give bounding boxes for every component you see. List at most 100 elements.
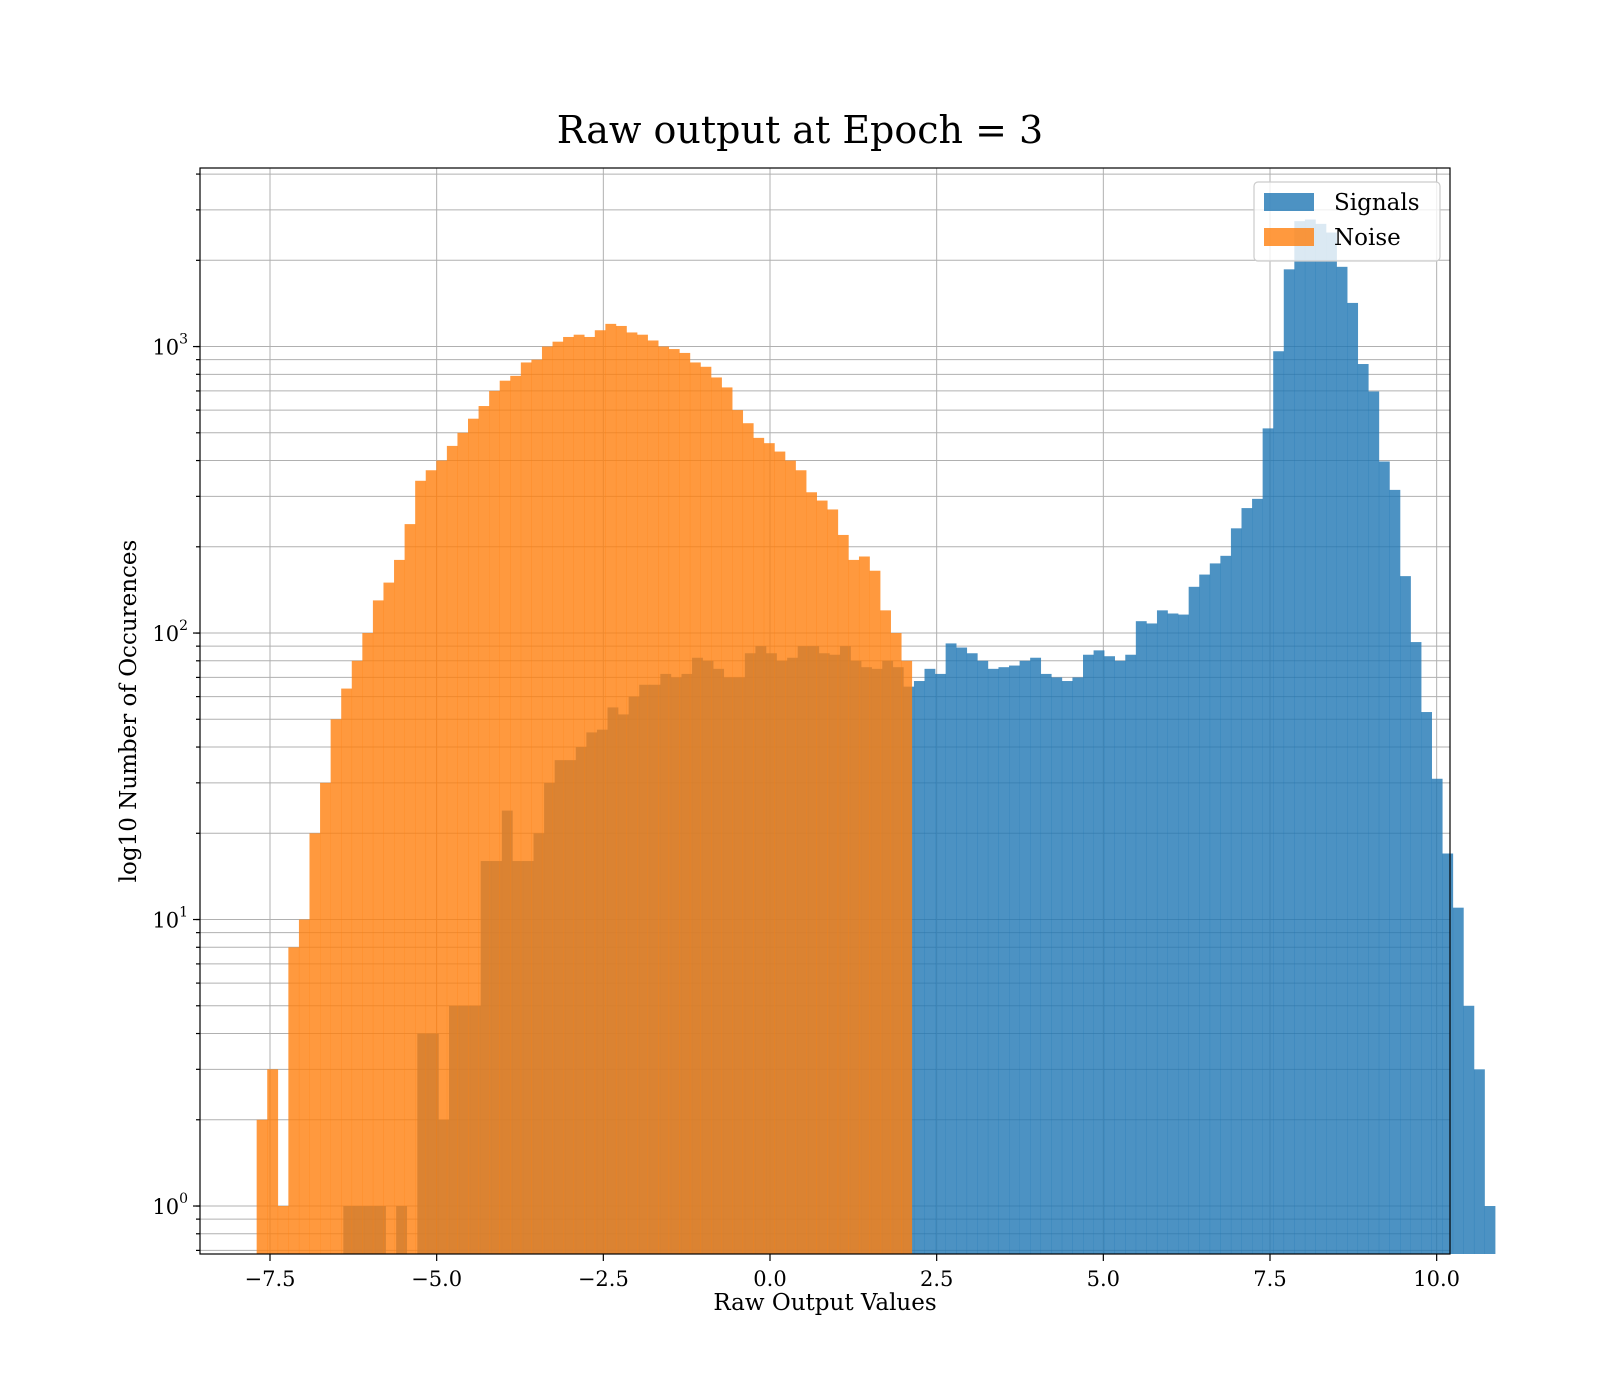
histogram-bar-signals [1072, 677, 1084, 1254]
chart-title: Raw output at Epoch = 3 [557, 108, 1043, 152]
histogram-bar-noise [309, 833, 321, 1254]
histogram-bar-signals [1040, 673, 1052, 1254]
histogram-bar-noise [658, 346, 670, 1254]
histogram-bar-noise [415, 480, 427, 1254]
y-tick-label: 100 [152, 1191, 188, 1219]
x-tick-label: 5.0 [1087, 1267, 1120, 1291]
histogram-bar-signals [987, 668, 999, 1254]
histogram-bar-noise [372, 600, 384, 1254]
histogram-bar-signals [1294, 221, 1306, 1255]
histogram-bar-signals [1230, 528, 1242, 1254]
histogram-bar-noise [394, 559, 405, 1254]
histogram-bar-noise [298, 919, 310, 1254]
histogram-bar-noise [362, 633, 374, 1254]
histogram-bar-noise [531, 359, 543, 1255]
histogram-bar-signals [945, 643, 957, 1254]
histogram-bar-noise [552, 341, 564, 1254]
histogram-bar-noise [700, 366, 712, 1254]
histogram-bar-noise [806, 492, 817, 1254]
histogram-bar-noise [880, 610, 891, 1254]
histogram-bar-signals [1452, 907, 1464, 1254]
histogram-bar-signals [1315, 223, 1327, 1255]
histogram-bar-noise [351, 660, 363, 1254]
x-tick-label: 0.0 [753, 1267, 786, 1291]
histogram-bar-signals [935, 673, 946, 1254]
histogram-bar-signals [913, 681, 925, 1254]
histogram-bar-noise [584, 336, 596, 1255]
histogram-bar-signals [1368, 391, 1380, 1254]
histogram-bar-signals [1178, 614, 1189, 1254]
y-axis-label: log10 Number of Occurences [116, 540, 142, 883]
histogram-bar-signals [1304, 219, 1316, 1254]
histogram-bar-noise [827, 509, 839, 1254]
histogram-bar-signals [1083, 654, 1094, 1254]
histogram-bar-noise [499, 380, 511, 1254]
legend: Signals Noise [1253, 181, 1441, 262]
histogram-bar-noise [404, 524, 416, 1254]
histogram-bar-noise [489, 390, 500, 1254]
histogram-bar-noise [267, 1069, 279, 1254]
histogram-bar-noise [901, 660, 913, 1254]
histogram-bar-signals [1051, 677, 1063, 1254]
histogram-bar-signals [1019, 660, 1031, 1254]
histogram-bar-noise [288, 947, 300, 1254]
histogram-bar-noise [795, 470, 807, 1254]
histogram-bar-noise [785, 460, 796, 1254]
x-tick-label: −7.5 [245, 1267, 296, 1291]
histogram-bar-signals [1009, 665, 1020, 1254]
histogram-bar-noise [763, 443, 775, 1255]
histogram-bar-noise [689, 362, 701, 1254]
histogram-bar-signals [1252, 498, 1263, 1254]
x-tick-label: −2.5 [578, 1267, 629, 1291]
histogram-bar-noise [732, 410, 744, 1254]
legend-label-signals: Signals [1334, 190, 1420, 216]
histogram-bar-signals [1104, 656, 1115, 1254]
histogram-bar-noise [848, 559, 860, 1254]
histogram-bar-noise [330, 719, 342, 1254]
histogram-bar-signals [1167, 613, 1179, 1254]
histogram-bar-noise [563, 336, 574, 1255]
histogram-bar-signals [1484, 1206, 1496, 1254]
histogram-bar-noise [457, 432, 469, 1254]
histogram-bar-noise [594, 330, 606, 1255]
plot-frame [199, 167, 1451, 1255]
histogram-bar-signals [1431, 778, 1443, 1254]
histogram-bar-signals [1061, 681, 1073, 1254]
histogram-bar-signals [1442, 853, 1454, 1254]
histogram-bar-signals [1410, 642, 1422, 1254]
histogram-bar-noise [320, 782, 331, 1254]
histogram-bar-signals [966, 653, 978, 1254]
x-tick-label: −5.0 [411, 1267, 462, 1291]
histogram-bar-signals [1473, 1069, 1485, 1254]
histogram-bar-signals [1283, 269, 1295, 1254]
histogram-bar-signals [1357, 364, 1369, 1254]
histogram-bar-signals [1389, 489, 1401, 1254]
histogram-bar-noise [637, 334, 648, 1254]
x-tick-label: 7.5 [1253, 1267, 1286, 1291]
histogram-bar-noise [341, 688, 353, 1254]
histogram-bar-noise [774, 451, 786, 1254]
histogram-bar-noise [711, 377, 722, 1254]
histogram-bar-signals [924, 668, 936, 1254]
histogram-bar-noise [468, 418, 479, 1254]
histogram-bar-noise [383, 582, 395, 1254]
histogram-bar-signals [1125, 654, 1137, 1254]
histogram-bar-signals [956, 647, 968, 1254]
histogram-bar-noise [753, 437, 765, 1254]
histogram-bar-signals [1093, 650, 1105, 1254]
histogram-bar-noise [816, 500, 828, 1254]
histogram-bar-signals [977, 660, 989, 1254]
histogram-bar-noise [668, 349, 680, 1255]
histogram-bar-noise [837, 534, 849, 1254]
series-noise [256, 323, 913, 1255]
histogram-bar-noise [890, 633, 902, 1254]
histogram-bar-signals [1146, 623, 1158, 1254]
legend-swatch-noise [1264, 228, 1314, 246]
histogram-bar-signals [1400, 576, 1411, 1254]
histogram-bars [256, 219, 1496, 1255]
x-axis-label: Raw Output Values [713, 1290, 936, 1316]
y-tick-label: 103 [152, 332, 188, 360]
histogram-bar-signals [1378, 461, 1390, 1254]
histogram-bar-signals [1188, 586, 1200, 1254]
histogram-bar-noise [742, 423, 754, 1255]
